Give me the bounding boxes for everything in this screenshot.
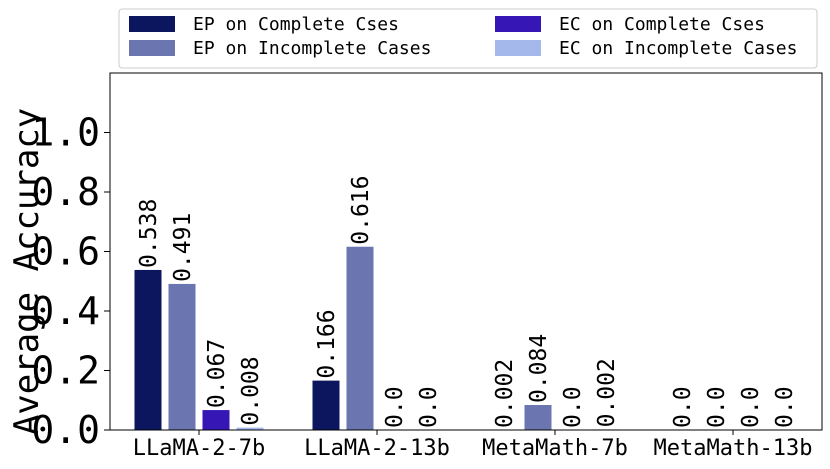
y-tick-label-2: 0.4: [31, 289, 100, 333]
y-tick-label-1: 0.2: [31, 349, 100, 393]
y-axis: 0.0 0.2 0.4 0.6 0.8 1.0: [31, 111, 110, 452]
x-tick-label-2: MetaMath-7b: [482, 436, 628, 461]
legend-box: [118, 8, 818, 69]
data-label-2-3: 0.084: [526, 334, 552, 403]
bar-2-2: [346, 246, 374, 430]
x-axis: LLaMA-2-7b LLaMA-2-13b MetaMath-7b MetaMath…: [133, 430, 813, 461]
data-label-3-4: 0.0: [738, 386, 764, 428]
bar-2-1: [168, 283, 196, 430]
y-tick-label-3: 0.6: [31, 230, 100, 274]
bar-2-3: [524, 405, 552, 430]
x-tick-label-3: MetaMath-13b: [654, 436, 813, 461]
legend-swatch-4: [495, 40, 541, 56]
legend-swatch-2: [129, 40, 175, 56]
data-label-1-2: 0.166: [314, 309, 340, 378]
legend-label-1: EP on Complete Cses: [193, 14, 399, 35]
data-label-4-2: 0.0: [416, 386, 442, 428]
y-tick-label-5: 1.0: [31, 111, 100, 155]
data-label-2-1: 0.491: [170, 213, 196, 282]
data-label-4-1: 0.008: [238, 356, 264, 425]
bars: [134, 246, 620, 430]
data-label-3-2: 0.0: [382, 386, 408, 428]
x-tick-label-1: LLaMA-2-13b: [304, 436, 450, 461]
bar-1-1: [134, 269, 162, 430]
data-label-4-3: 0.002: [594, 358, 620, 427]
data-label-1-3: 0.002: [492, 359, 518, 428]
data-label-1-1: 0.538: [136, 199, 162, 268]
data-label-4-4: 0.0: [772, 386, 798, 428]
data-label-1-4: 0.0: [670, 386, 696, 428]
y-axis-label: Average Accuracy: [7, 108, 47, 436]
legend: EP on Complete Cses EP on Incomplete Case…: [118, 8, 818, 69]
bar-3-1: [202, 410, 230, 430]
legend-swatch-1: [129, 16, 175, 32]
y-tick-label-0: 0.0: [31, 408, 100, 452]
data-label-3-1: 0.067: [204, 339, 230, 408]
legend-label-3: EC on Complete Cses: [559, 14, 765, 35]
y-tick-label-4: 0.8: [31, 170, 100, 214]
legend-label-2: EP on Incomplete Cases: [193, 38, 431, 59]
data-label-2-2: 0.616: [348, 175, 374, 244]
legend-swatch-3: [495, 16, 541, 32]
data-label-3-3: 0.0: [560, 386, 586, 428]
data-label-2-4: 0.0: [704, 386, 730, 428]
bar-4-1: [236, 427, 264, 430]
x-tick-label-0: LLaMA-2-7b: [133, 436, 265, 461]
bar-1-2: [312, 380, 340, 430]
legend-label-4: EC on Incomplete Cases: [559, 38, 797, 59]
